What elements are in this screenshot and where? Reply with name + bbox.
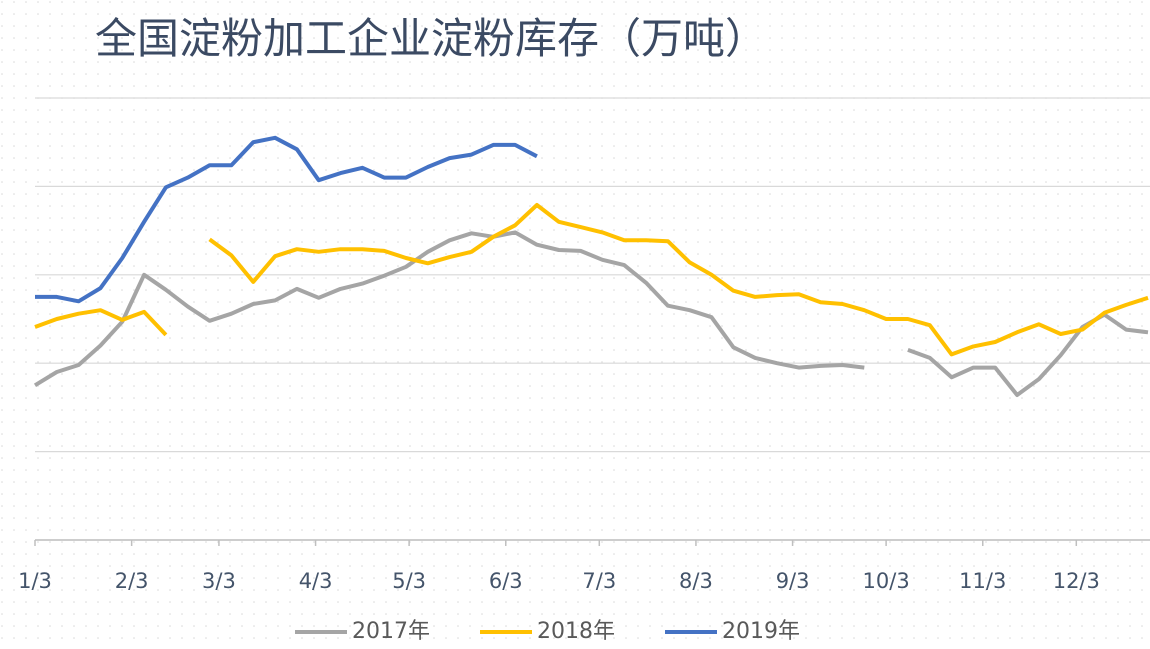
series-line — [34, 203, 1149, 357]
legend-label: 2019年 — [722, 619, 800, 644]
legend-label: 2018年 — [537, 619, 615, 644]
x-tick-label: 9/3 — [776, 569, 810, 593]
x-tick-label: 10/3 — [863, 569, 910, 593]
legend-label: 2017年 — [352, 619, 430, 644]
x-tick-label: 3/3 — [202, 569, 236, 593]
x-tick-label: 5/3 — [392, 569, 426, 593]
x-tick-label: 11/3 — [959, 569, 1006, 593]
x-tick-label: 1/3 — [18, 569, 52, 593]
x-tick-label: 7/3 — [582, 569, 616, 593]
x-tick-label: 8/3 — [679, 569, 713, 593]
series-line — [33, 230, 1149, 397]
series-line — [35, 135, 538, 304]
x-tick-label: 2/3 — [115, 569, 149, 593]
x-tick-label: 12/3 — [1053, 569, 1100, 593]
chart-title: 全国淀粉加工企业淀粉库存（万吨） — [95, 14, 767, 63]
x-tick-label: 6/3 — [489, 569, 523, 593]
x-tick-label: 4/3 — [299, 569, 333, 593]
